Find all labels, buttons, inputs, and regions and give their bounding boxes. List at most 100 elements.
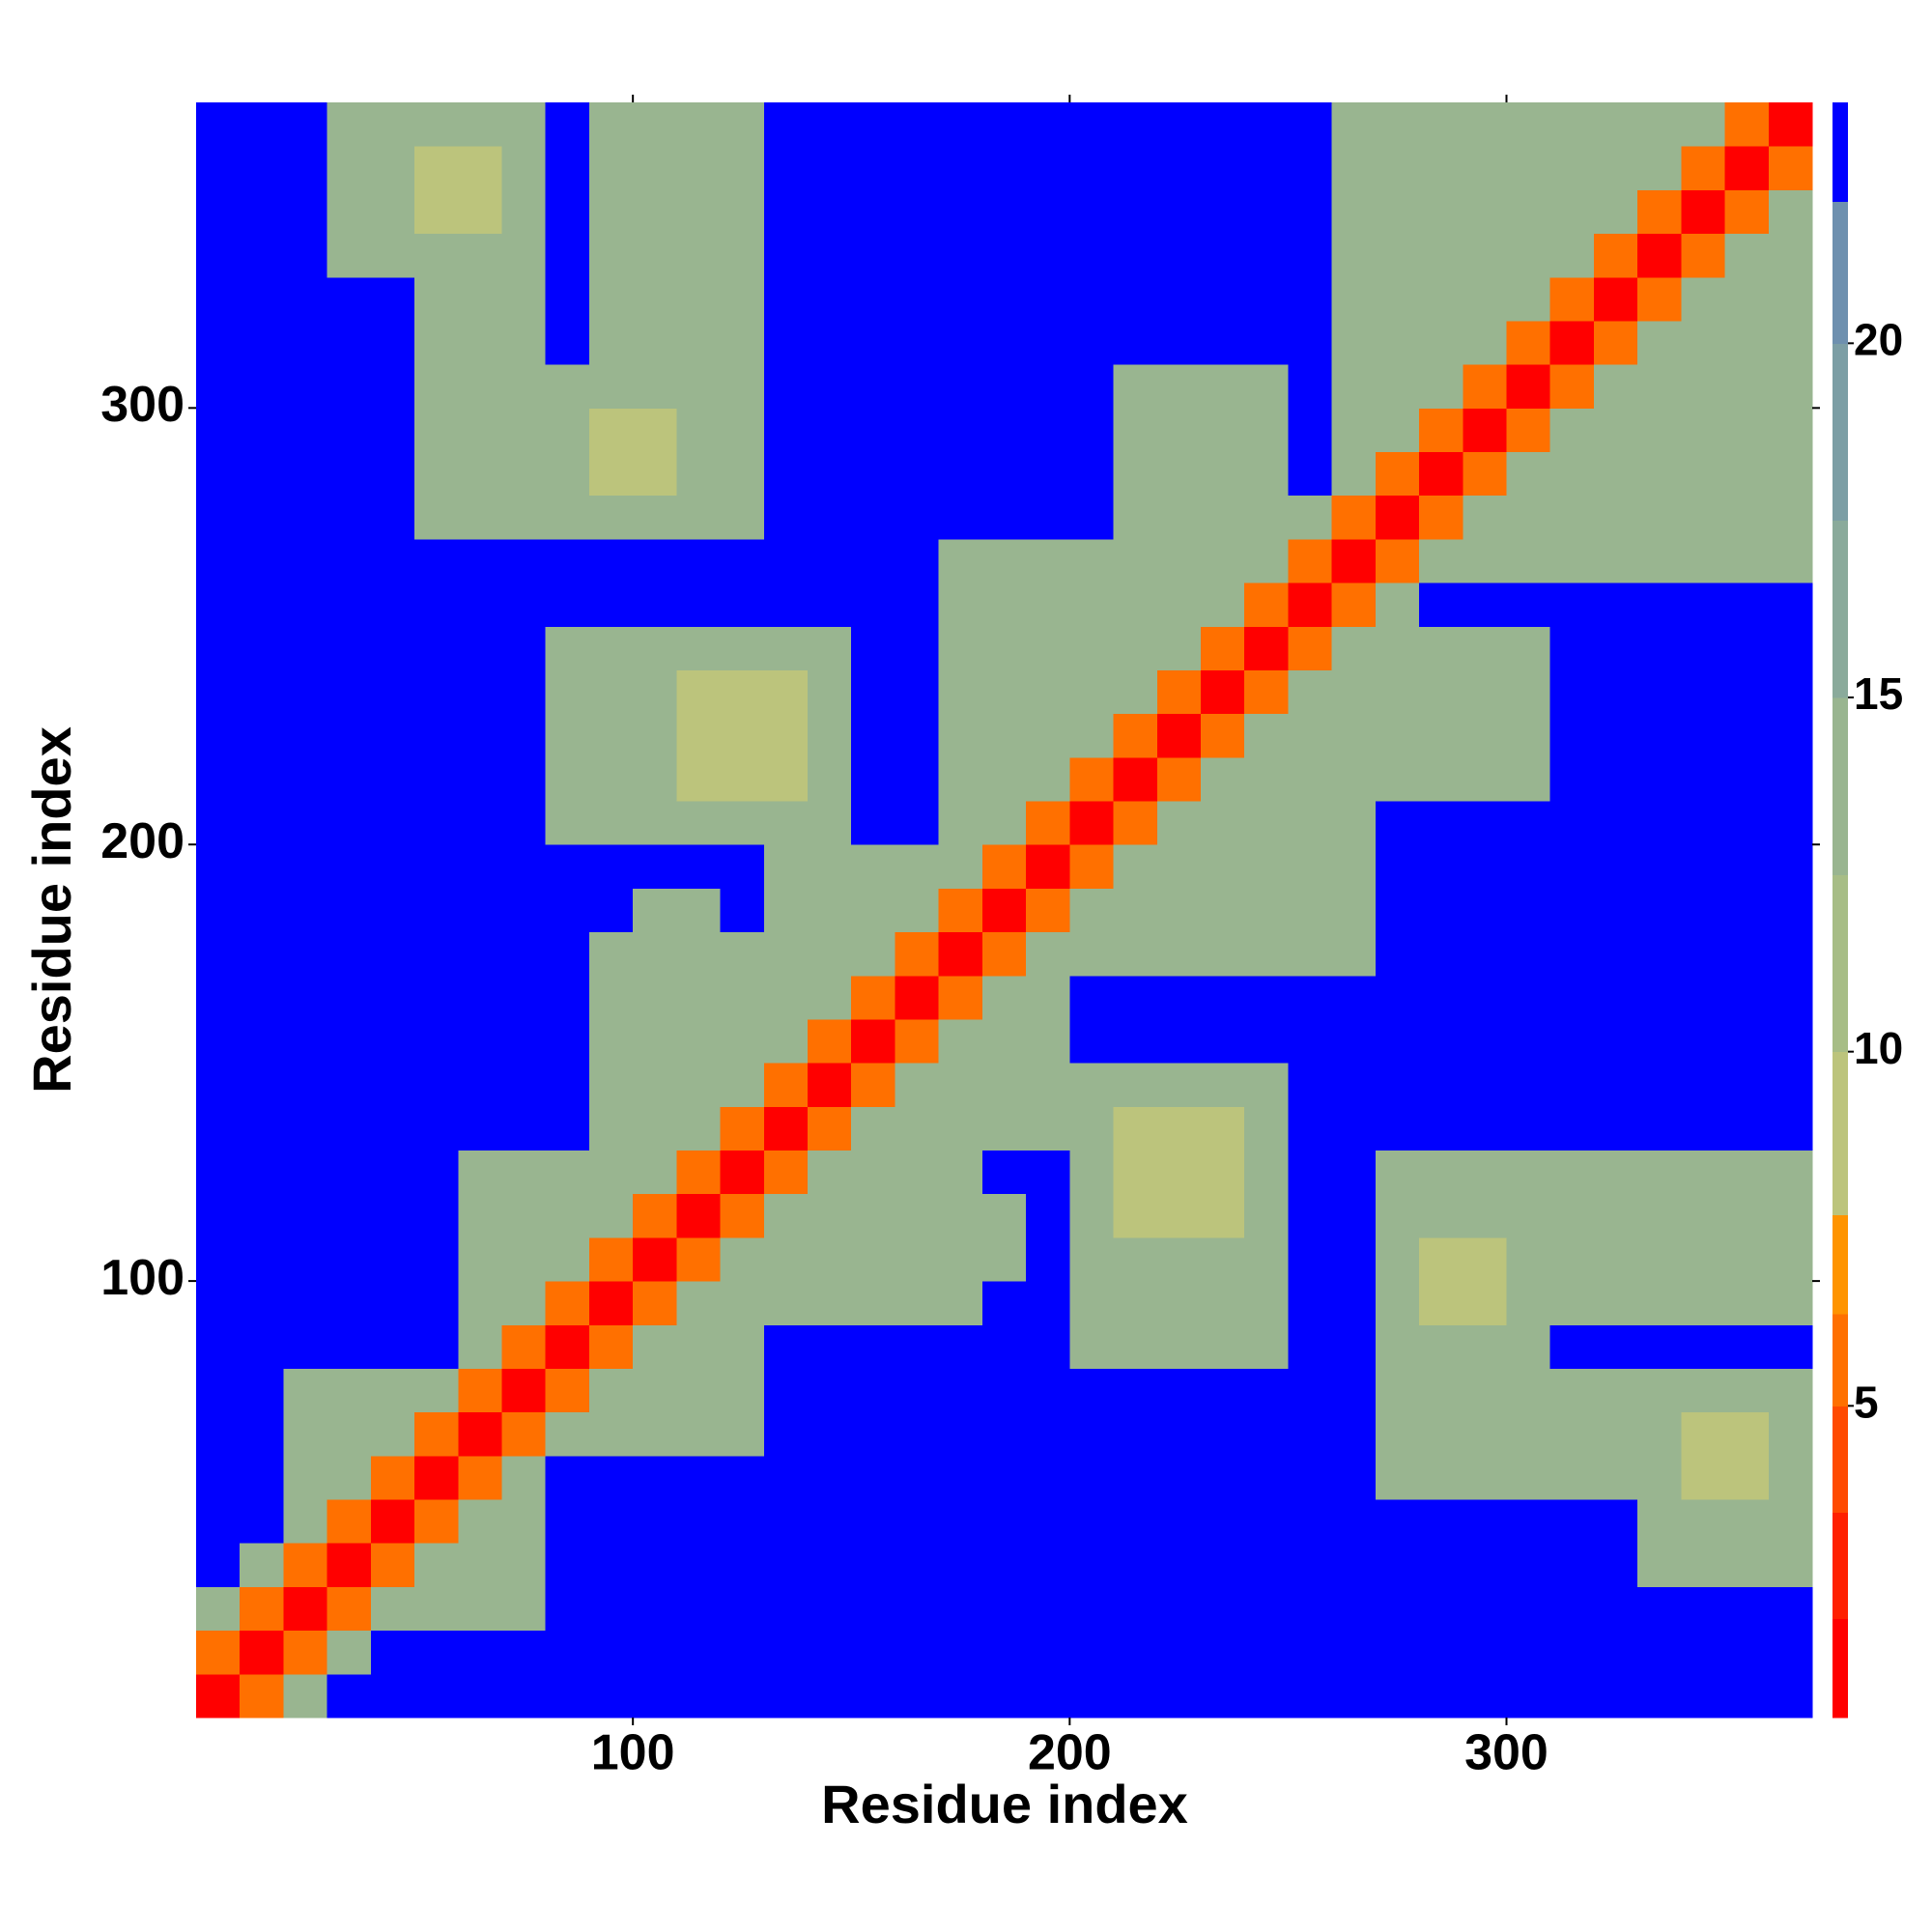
heatmap-cell — [414, 364, 459, 409]
heatmap-cell — [1768, 233, 1813, 278]
heatmap-cell — [1375, 102, 1420, 147]
heatmap-cell — [1375, 538, 1420, 583]
heatmap-cell — [1506, 669, 1551, 715]
heatmap-cell — [851, 975, 895, 1020]
heatmap-cell — [1156, 1018, 1202, 1064]
heatmap-cell — [633, 1106, 677, 1151]
heatmap-cell — [938, 538, 983, 583]
heatmap-cell — [676, 801, 722, 845]
heatmap-cell — [895, 1281, 940, 1325]
heatmap-cell — [283, 1150, 328, 1195]
heatmap-cell — [240, 1018, 284, 1064]
heatmap-cell — [1768, 1630, 1813, 1675]
heatmap-cell — [1069, 626, 1115, 670]
heatmap-cell — [458, 1193, 503, 1238]
heatmap-cell — [981, 189, 1027, 235]
heatmap-cell — [1288, 408, 1333, 453]
heatmap-cell — [370, 189, 415, 235]
heatmap-cell — [1637, 495, 1682, 540]
heatmap-cell — [545, 1543, 590, 1587]
heatmap-cell — [676, 233, 722, 278]
heatmap-cell — [240, 1324, 284, 1369]
heatmap-cell — [283, 495, 328, 540]
heatmap-cell — [1375, 1193, 1420, 1238]
heatmap-cell — [633, 1630, 677, 1675]
heatmap-cell — [370, 1586, 415, 1632]
heatmap-cell — [1681, 1411, 1726, 1457]
heatmap-cell — [1419, 1193, 1463, 1238]
heatmap-cell — [1026, 1018, 1070, 1064]
heatmap-cell — [370, 888, 415, 933]
heatmap-cell — [1549, 1499, 1595, 1544]
heatmap-cell — [370, 233, 415, 278]
heatmap-cell — [1375, 276, 1420, 322]
heatmap-cell — [1419, 1586, 1463, 1632]
heatmap-cell — [1593, 1018, 1638, 1064]
heatmap-cell — [1113, 1281, 1158, 1325]
heatmap-cell — [720, 1236, 765, 1282]
heatmap-cell — [938, 582, 983, 627]
heatmap-cell — [1069, 102, 1115, 147]
heatmap-cell — [981, 1543, 1027, 1587]
heatmap-cell — [808, 102, 852, 147]
heatmap-cell — [938, 1281, 983, 1325]
heatmap-cell — [938, 320, 983, 365]
heatmap-cell — [1637, 669, 1682, 715]
heatmap-cell — [851, 801, 895, 845]
heatmap-cell — [1113, 1630, 1158, 1675]
heatmap-cell — [763, 495, 809, 540]
heatmap-cell — [1200, 626, 1245, 670]
heatmap-cell — [1156, 320, 1202, 365]
heatmap-cell — [196, 451, 241, 497]
heatmap-cell — [1069, 1063, 1115, 1107]
heatmap-cell — [1288, 1063, 1333, 1107]
heatmap-cell — [240, 756, 284, 802]
heatmap-cell — [1593, 626, 1638, 670]
heatmap-cell — [895, 931, 940, 977]
heatmap-cell — [1244, 1193, 1289, 1238]
heatmap-cell — [1419, 1543, 1463, 1587]
heatmap-cell — [895, 756, 940, 802]
heatmap-cell — [938, 1630, 983, 1675]
colorbar-tick-label: 10 — [1854, 1023, 1903, 1073]
heatmap-cell — [1026, 1106, 1070, 1151]
heatmap-cell — [895, 364, 940, 409]
heatmap-cell — [1506, 1193, 1551, 1238]
heatmap-cell — [808, 1543, 852, 1587]
heatmap-cell — [414, 931, 459, 977]
heatmap-cell — [1549, 713, 1595, 758]
heatmap-cell — [1113, 931, 1158, 977]
heatmap-cell — [283, 1411, 328, 1457]
heatmap-cell — [851, 408, 895, 453]
heatmap-cell — [895, 538, 940, 583]
heatmap-cell — [1681, 844, 1726, 889]
heatmap-cell — [851, 495, 895, 540]
heatmap-cell — [414, 233, 459, 278]
heatmap-cell — [458, 1368, 503, 1413]
heatmap-cell — [1200, 189, 1245, 235]
heatmap-cell — [240, 713, 284, 758]
heatmap-cell — [1244, 1236, 1289, 1282]
heatmap-cell — [327, 189, 372, 235]
heatmap-cell — [1463, 669, 1507, 715]
heatmap-cell — [633, 975, 677, 1020]
heatmap-cell — [763, 1281, 809, 1325]
heatmap-cell — [1768, 1281, 1813, 1325]
heatmap-cell — [588, 801, 634, 845]
heatmap-cell — [1768, 713, 1813, 758]
heatmap-cell — [1113, 626, 1158, 670]
heatmap-cell — [1506, 888, 1551, 933]
heatmap-cell — [1375, 756, 1420, 802]
heatmap-cell — [327, 495, 372, 540]
heatmap-cell — [1637, 1063, 1682, 1107]
heatmap-cell — [370, 1411, 415, 1457]
heatmap-cell — [1549, 669, 1595, 715]
heatmap-cell — [414, 495, 459, 540]
heatmap-cell — [1288, 189, 1333, 235]
heatmap-cell — [1419, 1018, 1463, 1064]
heatmap-cell — [588, 1586, 634, 1632]
heatmap-cell — [763, 233, 809, 278]
heatmap-cell — [1200, 1063, 1245, 1107]
heatmap-cell — [1549, 364, 1595, 409]
